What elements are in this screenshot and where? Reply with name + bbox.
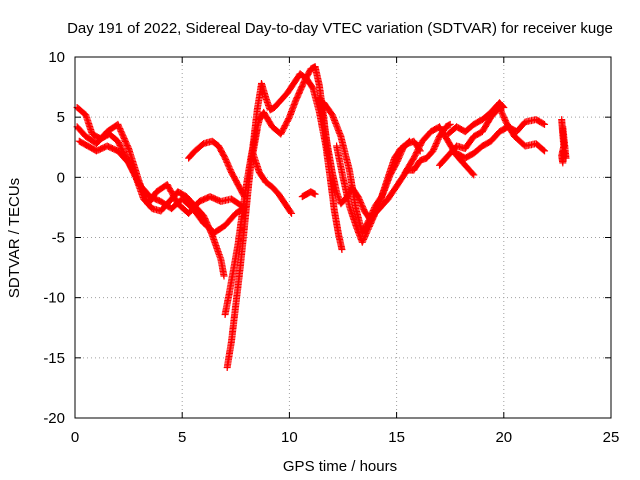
series-track-g	[249, 125, 296, 217]
x-tick-label: 15	[388, 429, 405, 446]
data-point	[469, 170, 477, 178]
series-track-a	[73, 104, 228, 280]
data-point	[470, 171, 478, 179]
y-tick-label: -5	[52, 230, 65, 247]
series-track-k	[333, 120, 454, 246]
x-axis-label: GPS time / hours	[283, 458, 397, 475]
axis-ticks	[74, 56, 612, 419]
data-point	[540, 146, 547, 154]
x-tick-labels: 0 5 10 15 20 25	[71, 429, 620, 446]
x-tick-label: 5	[178, 429, 186, 446]
data-point	[539, 120, 547, 128]
data-point	[220, 272, 228, 280]
data-point	[559, 123, 567, 131]
x-tick-label: 10	[281, 429, 298, 446]
series-track-o	[444, 99, 508, 138]
y-tick-label: -10	[43, 290, 65, 307]
y-tick-label: -15	[43, 350, 65, 367]
x-tick-label: 25	[603, 429, 620, 446]
y-axis-label: SDTVAR / TECUs	[6, 178, 23, 298]
data-point	[338, 246, 346, 254]
data-point	[311, 190, 319, 198]
y-tick-label: 10	[48, 49, 65, 66]
series-track-f	[221, 63, 332, 318]
series-track-h	[298, 188, 319, 201]
gridlines	[75, 57, 611, 418]
series-track-l	[401, 123, 478, 179]
data-point	[541, 147, 549, 155]
data-point	[287, 208, 295, 216]
series-track-p	[558, 116, 570, 167]
y-tick-label: 0	[57, 169, 65, 186]
y-tick-label: 5	[57, 109, 65, 126]
y-tick-labels: -20 -15 -10 -5 0 5 10	[43, 49, 65, 427]
x-tick-label: 20	[495, 429, 512, 446]
data-point	[446, 120, 454, 128]
data-marks	[73, 63, 570, 371]
series-track-c	[75, 137, 251, 237]
series-track-d	[185, 137, 248, 201]
series-track-n	[453, 116, 549, 162]
x-tick-label: 0	[71, 429, 79, 446]
data-point	[500, 104, 508, 112]
series-track-b	[73, 120, 246, 217]
data-point	[288, 209, 296, 217]
data-point	[445, 121, 453, 129]
y-tick-label: -20	[43, 410, 65, 427]
data-point	[499, 103, 507, 111]
chart-title: Day 191 of 2022, Sidereal Day-to-day VTE…	[67, 20, 613, 37]
data-point	[541, 120, 549, 128]
